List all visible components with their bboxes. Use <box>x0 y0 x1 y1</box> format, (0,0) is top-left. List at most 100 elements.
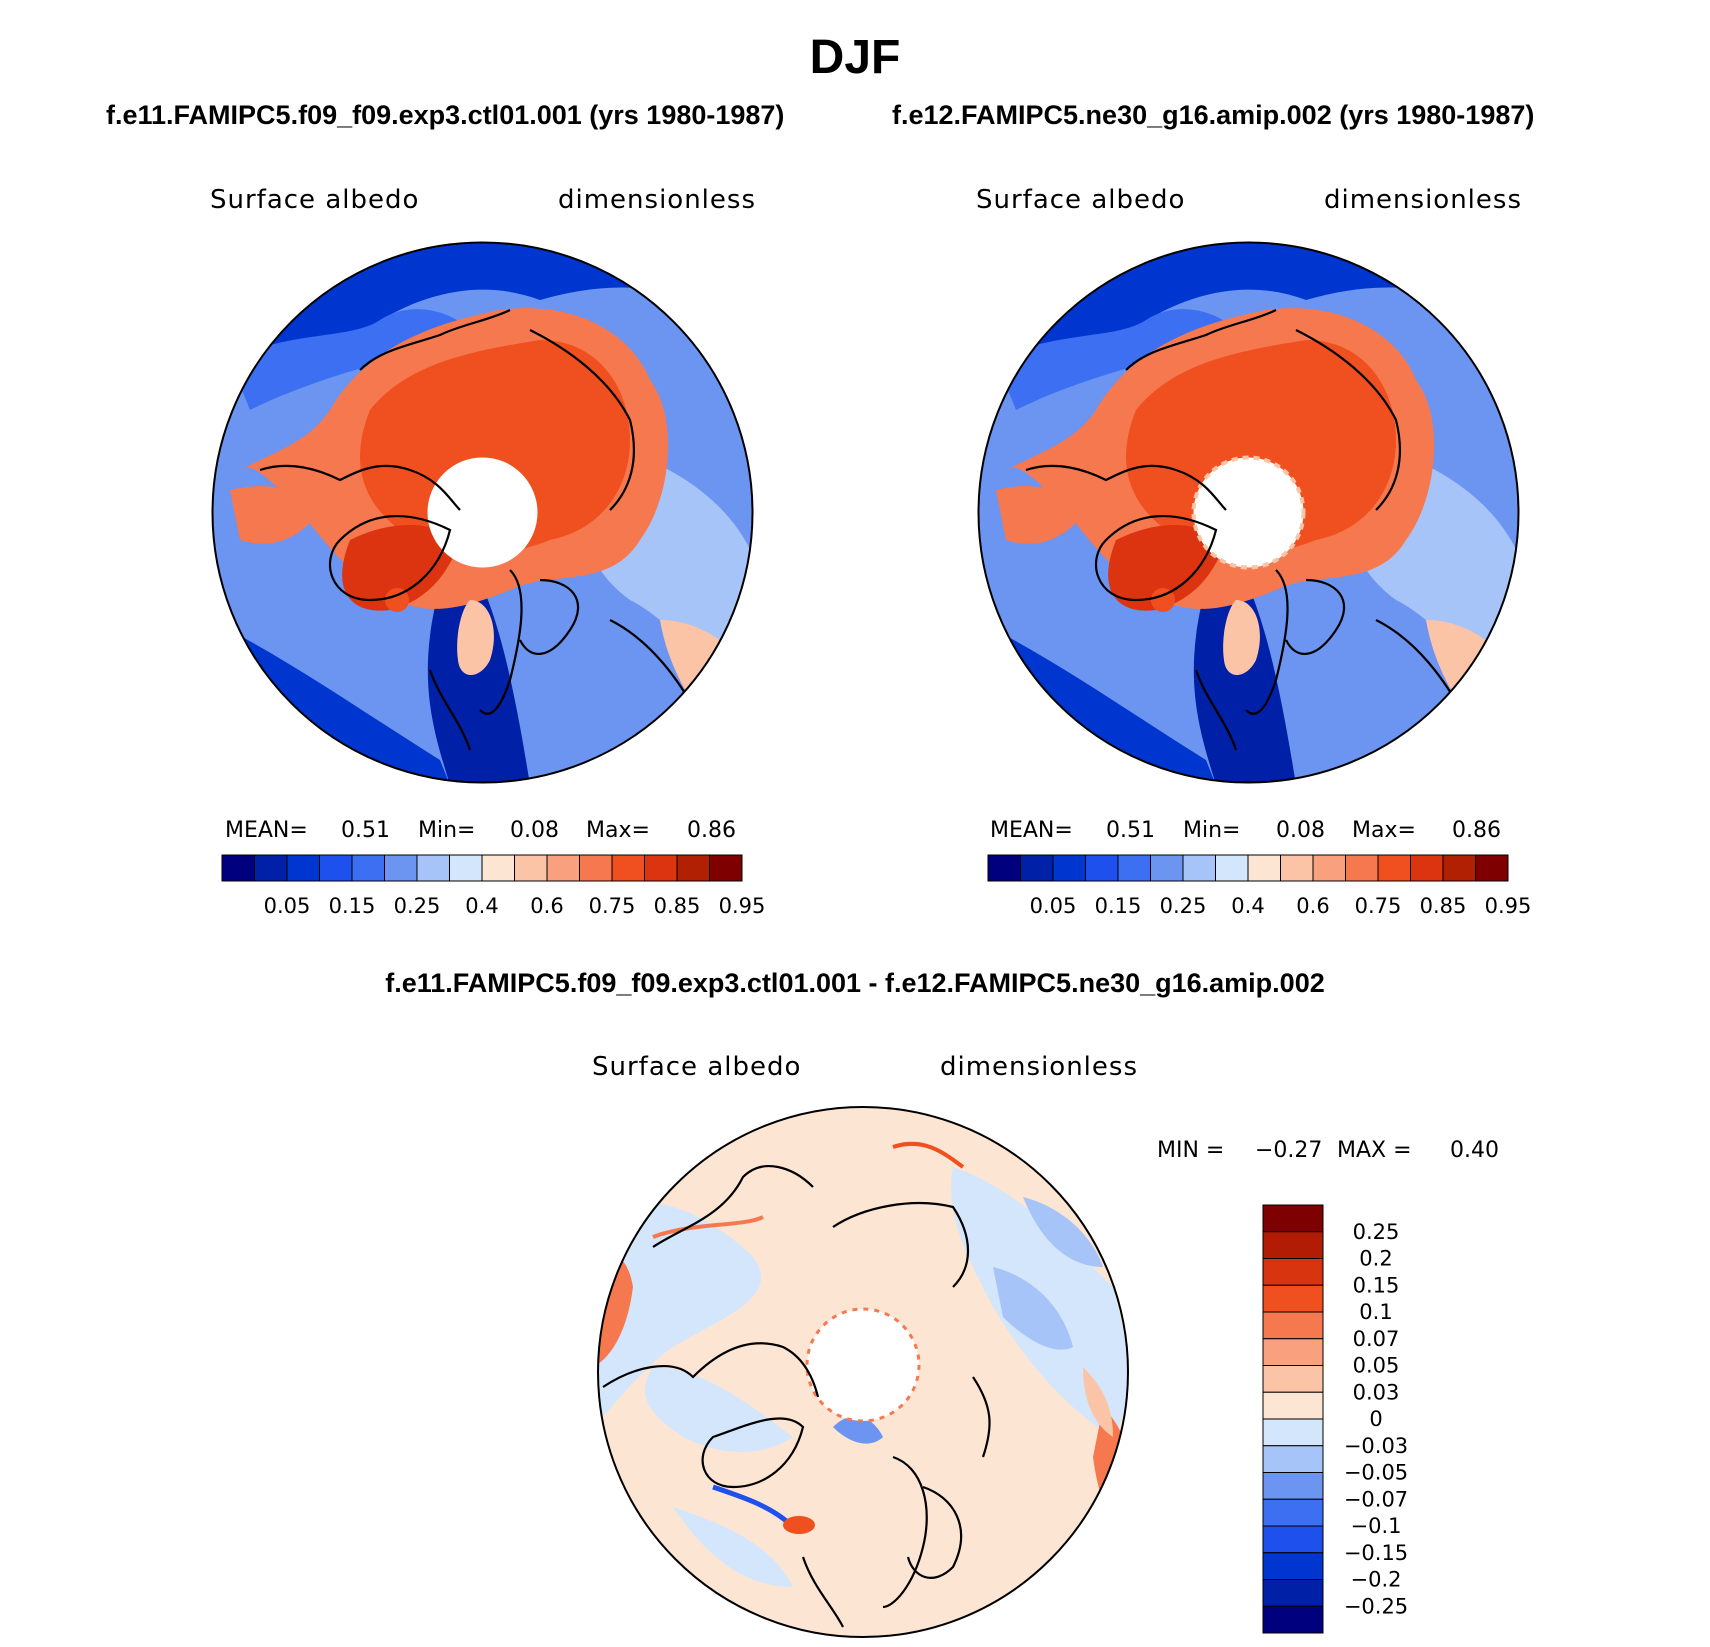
difference-colorbar-tick-label: −0.03 <box>1344 1434 1408 1458</box>
difference-colorbar-swatch <box>1262 1311 1324 1340</box>
panel2-colorbar-tick-label: 0.75 <box>1355 894 1402 918</box>
panel2-colorbar-swatch <box>1312 854 1346 882</box>
difference-colorbar-swatch <box>1262 1391 1324 1420</box>
panel1-colorbar-tick-label: 0.95 <box>719 894 766 918</box>
panel1-polar-map <box>211 241 754 784</box>
difference-max-value: 0.40 <box>1450 1138 1499 1163</box>
panel2-colorbar: 0.05 0.15 0.25 0.4 0.6 0.75 0.85 0.95 <box>987 854 1531 918</box>
panel1-colorbar-swatch <box>481 854 515 882</box>
difference-colorbar-swatch <box>1262 1418 1324 1447</box>
panel2-colorbar-tick-label: 0.05 <box>1030 894 1077 918</box>
panel1-colorbar-tick-label: 0.6 <box>530 894 563 918</box>
panel2-min-value: 0.08 <box>1276 818 1325 843</box>
panel2-colorbar-swatch <box>1475 854 1509 882</box>
panel1-colorbar-tick-label: 0.4 <box>465 894 498 918</box>
difference-units-label: dimensionless <box>940 1052 1138 1082</box>
difference-colorbar-tick-label: −0.2 <box>1351 1568 1402 1592</box>
difference-colorbar-tick-label: 0.07 <box>1353 1327 1400 1351</box>
difference-colorbar-tick-label: −0.25 <box>1344 1594 1408 1618</box>
panel2-colorbar-tick-label: 0.4 <box>1231 894 1264 918</box>
panel1-mean-value: 0.51 <box>341 818 390 843</box>
difference-colorbar-tick-label: 0.1 <box>1359 1300 1392 1324</box>
difference-colorbar-swatch <box>1262 1498 1324 1527</box>
panel1-colorbar-tick-label: 0.75 <box>589 894 636 918</box>
panel1-colorbar-swatch <box>546 854 580 882</box>
difference-colorbar-swatch <box>1262 1525 1324 1554</box>
difference-colorbar-tick-label: 0.25 <box>1353 1220 1400 1244</box>
panel2-colorbar-tick-label: 0.6 <box>1296 894 1329 918</box>
panel1-variable-label: Surface albedo <box>210 185 420 215</box>
panel2-colorbar-swatch <box>1150 854 1184 882</box>
panel1-colorbar-swatch <box>449 854 483 882</box>
panel1-colorbar-swatch <box>676 854 710 882</box>
panel2-mean-label: MEAN= <box>990 818 1073 843</box>
panel2-colorbar-swatch <box>1410 854 1444 882</box>
panel1-colorbar: 0.05 0.15 0.25 0.4 0.6 0.75 0.85 0.95 <box>221 854 765 918</box>
difference-colorbar-swatch <box>1262 1445 1324 1473</box>
panel1-colorbar-tick-label: 0.85 <box>654 894 701 918</box>
panel2-variable-label: Surface albedo <box>976 185 1186 215</box>
difference-colorbar-swatch <box>1262 1605 1324 1634</box>
panel1-max-value: 0.86 <box>687 818 736 843</box>
panel2-colorbar-swatch <box>1020 854 1054 882</box>
panel2-colorbar-swatch <box>987 854 1021 882</box>
panel1-colorbar-swatch <box>254 854 288 882</box>
panel1-case-title: f.e11.FAMIPC5.f09_f09.exp3.ctl01.001 (yr… <box>106 100 785 130</box>
difference-colorbar-swatch <box>1262 1579 1324 1607</box>
difference-colorbar-tick-label: −0.07 <box>1344 1487 1408 1511</box>
panel2-colorbar-tick-label: 0.95 <box>1485 894 1532 918</box>
panel2-max-label: Max= <box>1352 818 1416 843</box>
difference-min-label: MIN = <box>1157 1138 1225 1163</box>
difference-colorbar-swatch <box>1262 1258 1324 1286</box>
panel2-max-value: 0.86 <box>1452 818 1501 843</box>
difference-colorbar-tick-label: −0.1 <box>1351 1514 1402 1538</box>
panel2-colorbar-swatch <box>1215 854 1249 882</box>
difference-variable-label: Surface albedo <box>592 1052 802 1082</box>
panel2-colorbar-tick-label: 0.85 <box>1420 894 1467 918</box>
difference-colorbar: 0.250.20.150.10.070.050.030−0.03−0.05−0.… <box>1262 1204 1408 1634</box>
panel2-colorbar-swatch <box>1442 854 1476 882</box>
panel1-mean-label: MEAN= <box>225 818 308 843</box>
panel2-colorbar-swatch <box>1182 854 1216 882</box>
difference-colorbar-tick-label: −0.05 <box>1344 1461 1408 1485</box>
panel2-case-title: f.e12.FAMIPC5.ne30_g16.amip.002 (yrs 198… <box>892 100 1535 130</box>
difference-colorbar-swatch <box>1262 1472 1324 1500</box>
difference-polar-map <box>597 1106 1129 1638</box>
panel1-colorbar-swatch <box>221 854 255 882</box>
panel1-colorbar-swatch <box>709 854 743 882</box>
difference-min-value: −0.27 <box>1255 1138 1323 1163</box>
panel2-colorbar-swatch <box>1247 854 1281 882</box>
panel1-colorbar-swatch <box>319 854 353 882</box>
panel1-colorbar-swatch <box>286 854 320 882</box>
panel1-colorbar-swatch <box>579 854 613 882</box>
panel1-max-label: Max= <box>586 818 650 843</box>
difference-colorbar-tick-label: 0.15 <box>1353 1273 1400 1297</box>
difference-title: f.e11.FAMIPC5.f09_f09.exp3.ctl01.001 - f… <box>385 968 1325 998</box>
panel2-colorbar-swatch <box>1377 854 1411 882</box>
difference-colorbar-tick-label: 0 <box>1369 1407 1382 1431</box>
panel2-colorbar-swatch <box>1280 854 1314 882</box>
panel1-colorbar-swatch <box>611 854 645 882</box>
difference-colorbar-swatch <box>1262 1231 1324 1259</box>
panel1-colorbar-tick-label: 0.05 <box>264 894 311 918</box>
difference-colorbar-swatch <box>1262 1204 1324 1233</box>
panel1-colorbar-swatch <box>514 854 548 882</box>
panel2-colorbar-swatch <box>1117 854 1151 882</box>
panel1-colorbar-tick-label: 0.25 <box>394 894 441 918</box>
difference-colorbar-tick-label: 0.05 <box>1353 1354 1400 1378</box>
panel1-min-value: 0.08 <box>510 818 559 843</box>
panel2-units-label: dimensionless <box>1324 185 1522 215</box>
panel1-min-label: Min= <box>418 818 476 843</box>
difference-colorbar-swatch <box>1262 1284 1324 1313</box>
difference-colorbar-tick-label: −0.15 <box>1344 1541 1408 1565</box>
difference-colorbar-swatch <box>1262 1365 1324 1393</box>
panel1-colorbar-swatch <box>351 854 385 882</box>
difference-colorbar-swatch <box>1262 1338 1324 1366</box>
panel2-colorbar-tick-label: 0.25 <box>1160 894 1207 918</box>
panel1-colorbar-tick-label: 0.15 <box>329 894 376 918</box>
difference-colorbar-tick-label: 0.2 <box>1359 1247 1392 1271</box>
difference-colorbar-tick-label: 0.03 <box>1353 1380 1400 1404</box>
panel1-colorbar-swatch <box>416 854 450 882</box>
panel1-units-label: dimensionless <box>558 185 756 215</box>
difference-colorbar-swatch <box>1262 1552 1324 1580</box>
